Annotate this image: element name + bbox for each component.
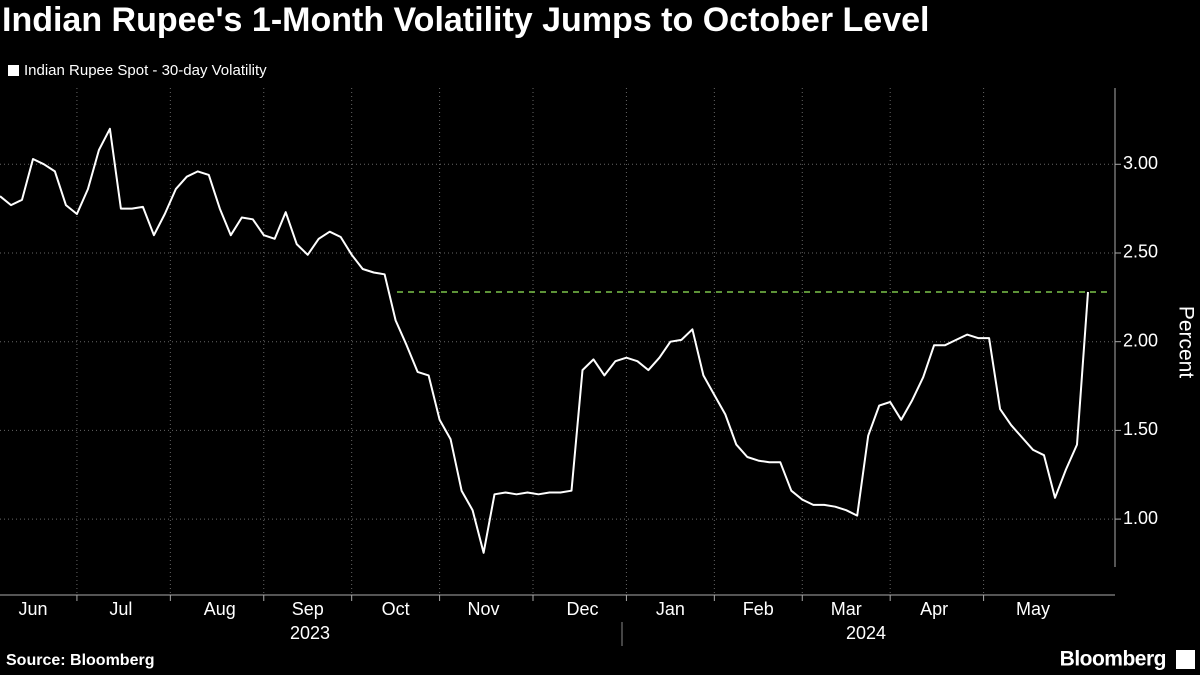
brand-icon	[1176, 650, 1195, 669]
x-tick-label: Sep	[292, 599, 324, 619]
y-tick-label: 1.00	[1123, 508, 1158, 528]
x-tick-label: Nov	[468, 599, 500, 619]
series-line	[0, 127, 1089, 554]
x-tick-label: May	[1016, 599, 1050, 619]
x-tick-label: Oct	[382, 599, 410, 619]
y-axis-label: Percent	[1174, 306, 1197, 379]
y-tick-label: 3.00	[1123, 153, 1158, 173]
chart-title: Indian Rupee's 1-Month Volatility Jumps …	[2, 1, 929, 39]
year-label: 2024	[846, 623, 886, 643]
x-tick-label: Jan	[656, 599, 685, 619]
x-tick-label: Jul	[109, 599, 132, 619]
brand: Bloomberg	[1060, 648, 1166, 671]
x-tick-label: Mar	[831, 599, 862, 619]
x-tick-label: Feb	[743, 599, 774, 619]
source: Source: Bloomberg	[6, 652, 154, 669]
y-tick-label: 2.50	[1123, 242, 1158, 262]
year-label: 2023	[290, 623, 330, 643]
legend-label: Indian Rupee Spot - 30-day Volatility	[24, 62, 267, 79]
x-tick-label: Apr	[920, 599, 948, 619]
legend-swatch	[8, 65, 19, 76]
y-tick-label: 2.00	[1123, 330, 1158, 350]
y-tick-label: 1.50	[1123, 419, 1158, 439]
x-tick-label: Dec	[566, 599, 598, 619]
x-tick-label: Jun	[18, 599, 47, 619]
x-tick-label: Aug	[204, 599, 236, 619]
